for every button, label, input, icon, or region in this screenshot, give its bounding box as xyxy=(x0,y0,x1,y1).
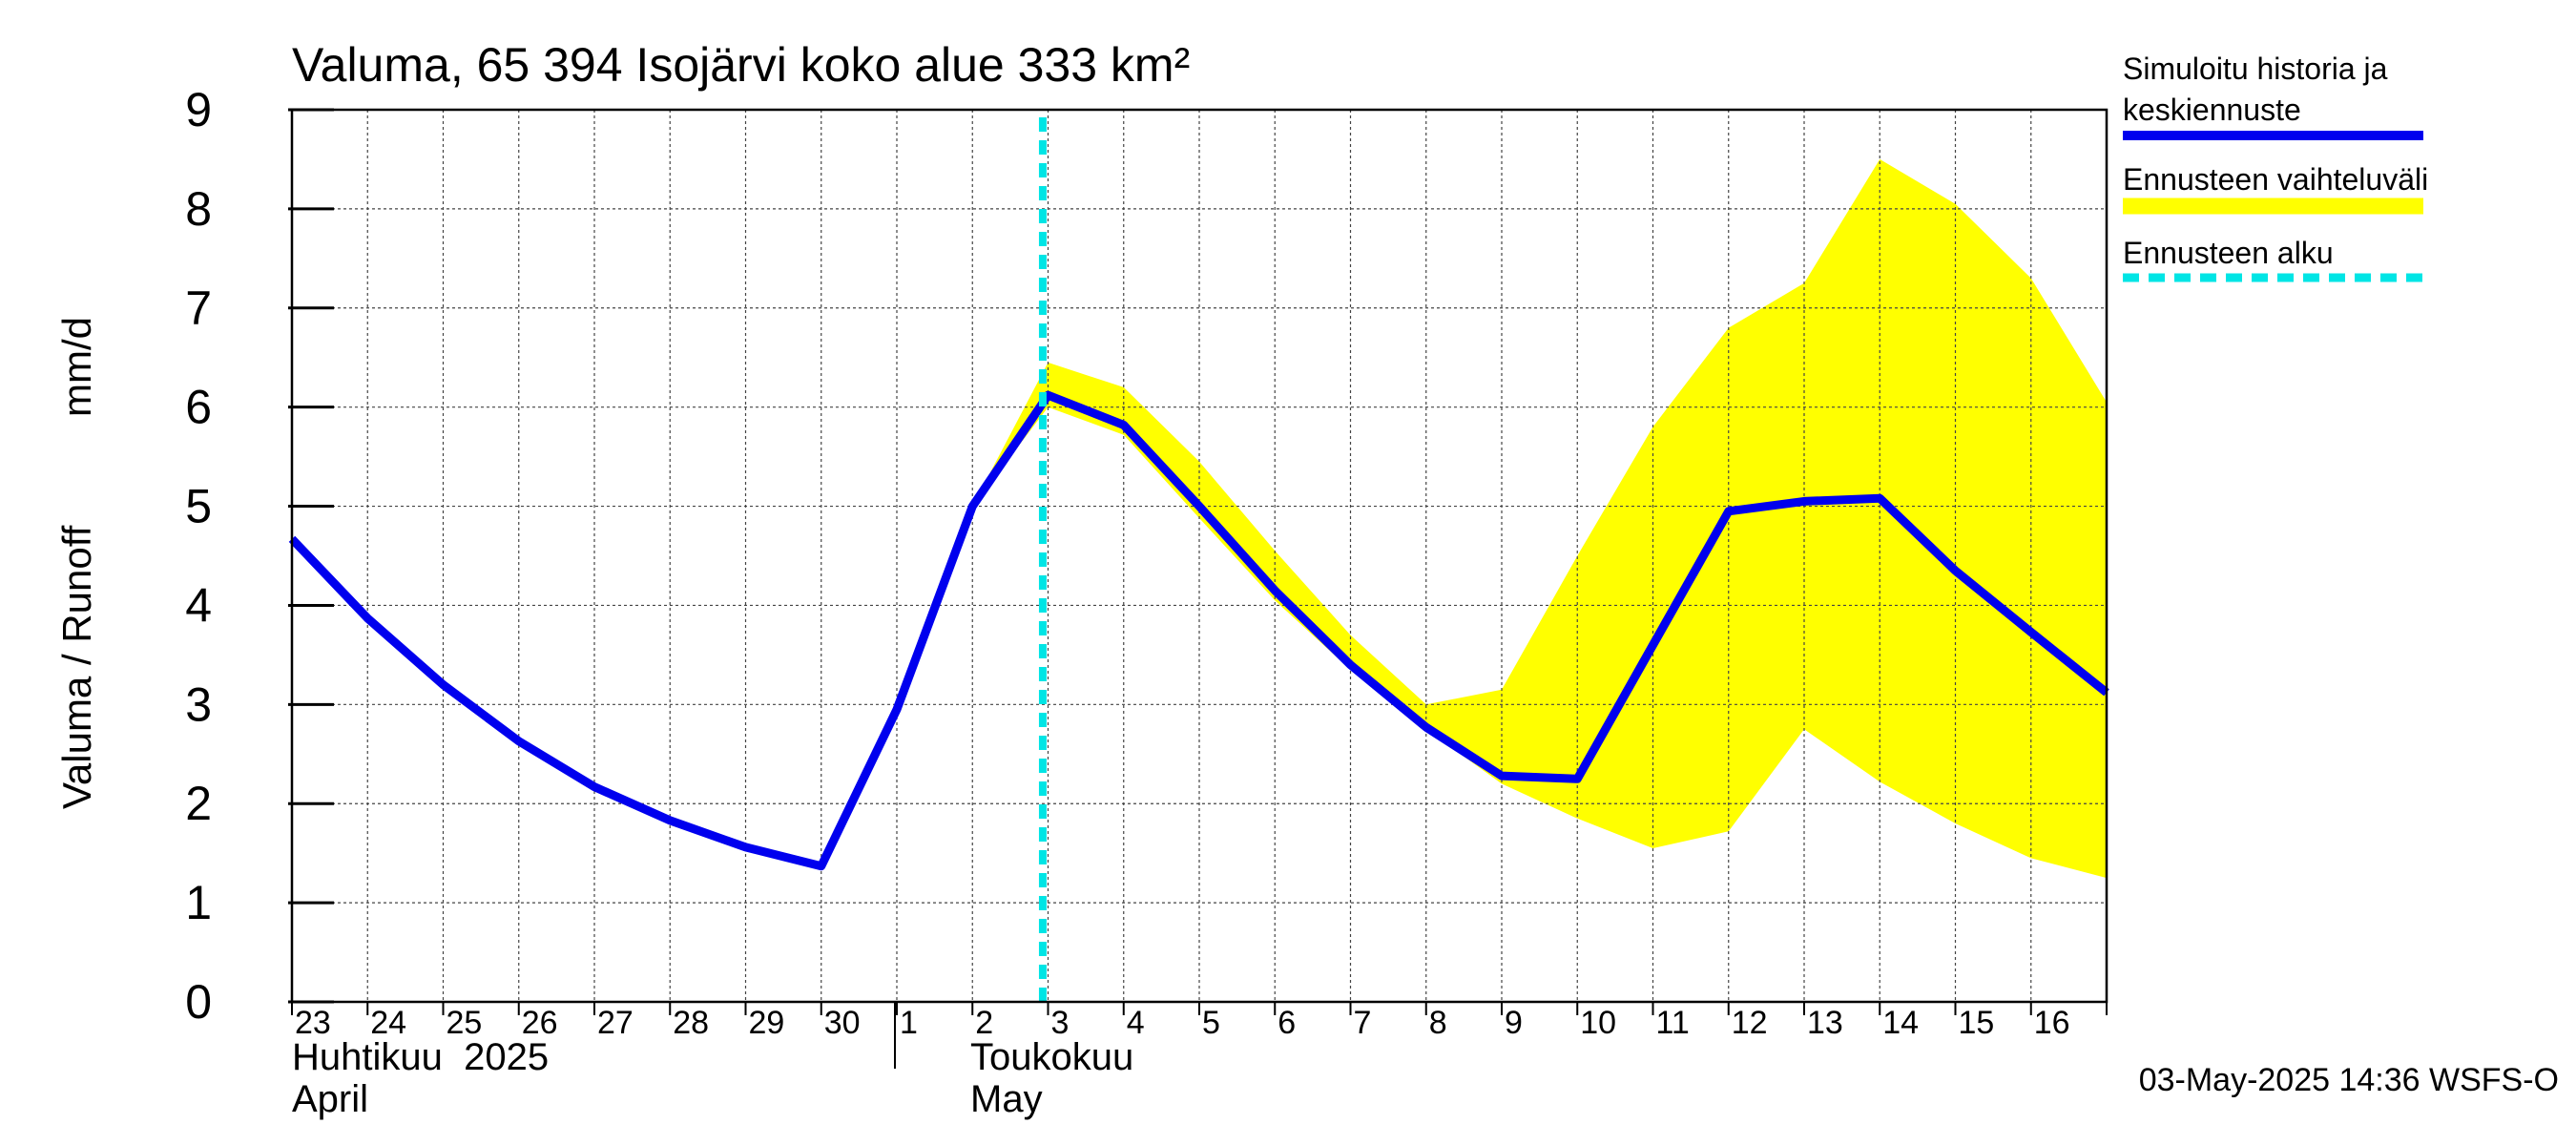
timestamp: 03-May-2025 14:36 WSFS-O xyxy=(2139,1062,2559,1098)
x-tick-label: 30 xyxy=(824,1005,861,1041)
month-label-fi-april: Huhtikuu 2025 xyxy=(292,1036,549,1078)
x-tick-label: 14 xyxy=(1882,1005,1919,1041)
x-tick-label: 13 xyxy=(1807,1005,1843,1041)
legend-label-band: Ennusteen vaihteluväli xyxy=(2123,162,2428,197)
x-tick-label: 24 xyxy=(370,1005,406,1041)
y-axis-unit: mm/d xyxy=(54,317,99,417)
x-tick-label: 2 xyxy=(975,1005,993,1041)
x-tick-label: 29 xyxy=(749,1005,785,1041)
x-tick-label: 10 xyxy=(1580,1005,1616,1041)
x-tick-label: 5 xyxy=(1202,1005,1220,1041)
y-tick-label: 2 xyxy=(185,777,212,830)
x-tick-label: 8 xyxy=(1429,1005,1447,1041)
y-axis-label: Valuma / Runoff xyxy=(54,525,99,809)
legend-label-forecast-start: Ennusteen alku xyxy=(2123,236,2334,270)
month-label-fi-may: Toukokuu xyxy=(970,1036,1133,1078)
forecast-range-band-layer xyxy=(972,158,2107,879)
y-tick-label: 7 xyxy=(185,281,212,335)
x-tick-label: 12 xyxy=(1732,1005,1768,1041)
y-tick-label: 5 xyxy=(185,480,212,533)
x-tick-label: 1 xyxy=(900,1005,918,1041)
x-tick-label: 26 xyxy=(522,1005,558,1041)
legend: Simuloitu historia ja keskiennuste Ennus… xyxy=(2123,52,2428,282)
x-tick-label: 27 xyxy=(597,1005,634,1041)
y-tick-label: 9 xyxy=(185,83,212,136)
y-tick-label: 6 xyxy=(185,381,212,434)
chart-title: Valuma, 65 394 Isojärvi koko alue 333 km… xyxy=(292,38,1190,92)
x-tick-label: 11 xyxy=(1656,1005,1690,1041)
legend-label-series-line1: Simuloitu historia ja xyxy=(2123,52,2388,86)
x-tick-label: 16 xyxy=(2034,1005,2070,1041)
x-tick-label: 28 xyxy=(673,1005,709,1041)
x-tick-label: 9 xyxy=(1505,1005,1523,1041)
x-tick-label: 7 xyxy=(1354,1005,1372,1041)
y-tick-label: 3 xyxy=(185,677,212,731)
grid-layer xyxy=(292,110,2107,1002)
y-tick-label: 8 xyxy=(185,182,212,236)
series-line-simulated xyxy=(288,390,2109,871)
x-tick-label: 6 xyxy=(1278,1005,1296,1041)
forecast-range-band xyxy=(972,158,2107,879)
y-tick-label: 0 xyxy=(185,975,212,1029)
y-tick-label: 4 xyxy=(185,578,212,632)
series-layer xyxy=(288,117,2109,1002)
month-label-en-may: May xyxy=(970,1078,1043,1120)
y-tick-label: 1 xyxy=(185,876,212,929)
legend-label-series-line2: keskiennuste xyxy=(2123,93,2301,127)
month-label-en-april: April xyxy=(292,1078,368,1120)
x-tick-label: 23 xyxy=(295,1005,331,1041)
x-tick-label: 25 xyxy=(447,1005,483,1041)
x-tick-label: 15 xyxy=(1959,1005,1995,1041)
x-tick-label: 3 xyxy=(1051,1005,1070,1041)
x-tick-label: 4 xyxy=(1127,1005,1145,1041)
